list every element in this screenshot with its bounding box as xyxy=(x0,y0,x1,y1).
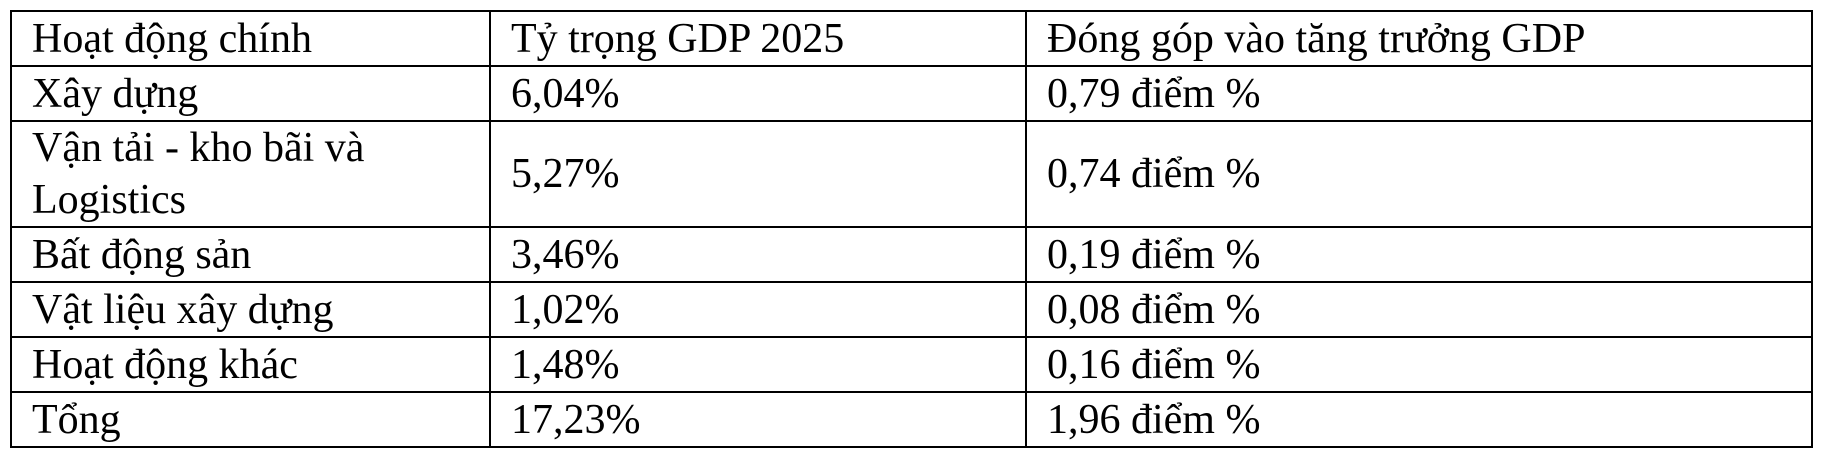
gdp-table-container: Hoạt động chính Tỷ trọng GDP 2025 Đóng g… xyxy=(10,10,1813,448)
table-row: Vận tải - kho bãi và Logistics 5,27% 0,7… xyxy=(10,120,1813,228)
total-gdp-share-cell: 17,23% xyxy=(489,391,1027,448)
column-header-activity: Hoạt động chính xyxy=(10,10,491,67)
column-header-gdp-share: Tỷ trọng GDP 2025 xyxy=(489,10,1027,67)
column-header-growth-contribution: Đóng góp vào tăng trưởng GDP xyxy=(1025,10,1813,67)
gdp-contribution-table: Hoạt động chính Tỷ trọng GDP 2025 Đóng g… xyxy=(10,10,1813,448)
row-activity-cell: Vật liệu xây dựng xyxy=(10,281,491,338)
row-growth-contribution-cell: 0,74 điểm % xyxy=(1025,120,1813,228)
row-gdp-share-cell: 1,02% xyxy=(489,281,1027,338)
total-growth-contribution-cell: 1,96 điểm % xyxy=(1025,391,1813,448)
table-row: Xây dựng 6,04% 0,79 điểm % xyxy=(10,65,1813,122)
row-gdp-share-cell: 3,46% xyxy=(489,226,1027,283)
row-activity-cell: Hoạt động khác xyxy=(10,336,491,393)
total-label-cell: Tổng xyxy=(10,391,491,448)
table-header-row: Hoạt động chính Tỷ trọng GDP 2025 Đóng g… xyxy=(10,10,1813,67)
table-row: Vật liệu xây dựng 1,02% 0,08 điểm % xyxy=(10,281,1813,338)
row-gdp-share-cell: 1,48% xyxy=(489,336,1027,393)
table-row-total: Tổng 17,23% 1,96 điểm % xyxy=(10,391,1813,448)
row-activity-cell: Vận tải - kho bãi và Logistics xyxy=(10,120,491,228)
table-row: Bất động sản 3,46% 0,19 điểm % xyxy=(10,226,1813,283)
row-growth-contribution-cell: 0,16 điểm % xyxy=(1025,336,1813,393)
table-row: Hoạt động khác 1,48% 0,16 điểm % xyxy=(10,336,1813,393)
row-gdp-share-cell: 6,04% xyxy=(489,65,1027,122)
row-growth-contribution-cell: 0,19 điểm % xyxy=(1025,226,1813,283)
row-activity-cell: Xây dựng xyxy=(10,65,491,122)
row-growth-contribution-cell: 0,08 điểm % xyxy=(1025,281,1813,338)
row-gdp-share-cell: 5,27% xyxy=(489,120,1027,228)
row-activity-cell: Bất động sản xyxy=(10,226,491,283)
row-growth-contribution-cell: 0,79 điểm % xyxy=(1025,65,1813,122)
